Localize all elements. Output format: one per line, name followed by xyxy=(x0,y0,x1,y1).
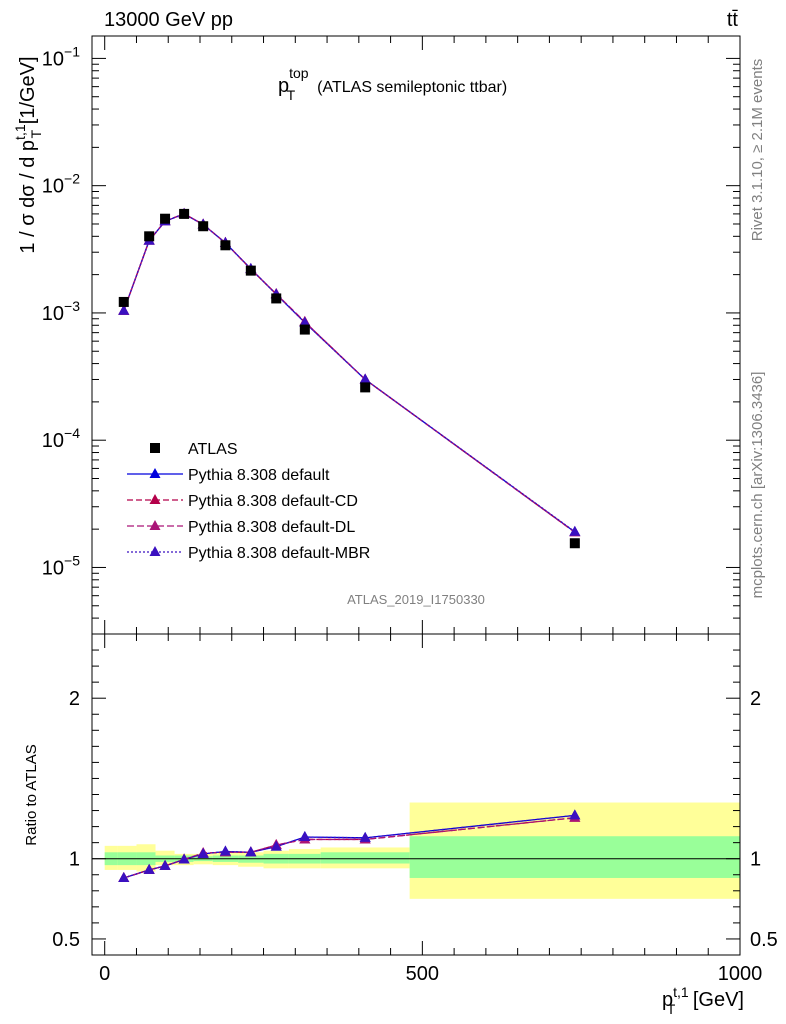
data-point-atlas xyxy=(179,208,190,219)
series-line-1 xyxy=(123,213,576,533)
series-marker-3 xyxy=(118,304,130,315)
legend-marker-2 xyxy=(149,520,161,530)
ratio-plot-panel: 2 2 1 1 0.5 0.5 0 500 1000 Ratio to ATLAS pt,1 T [G… xyxy=(23,633,778,1017)
ratio-y-axis-label: Ratio to ATLAS xyxy=(23,744,40,845)
series-line-3 xyxy=(123,213,576,533)
ratio-series-marker-3 xyxy=(159,859,171,870)
legend: ATLAS Pythia 8.308 default Pythia 8.308 de… xyxy=(127,441,370,562)
x-axis-label: pt,1 T [GeV] xyxy=(662,984,744,1017)
series-marker-3 xyxy=(359,373,371,384)
ratio-series-marker-3 xyxy=(143,863,155,874)
ratio-series-marker-3 xyxy=(359,831,371,842)
y-tick-label: 10−3 xyxy=(42,298,80,325)
plot-title: ptop T (ATLAS semileptonic ttbar) xyxy=(278,65,507,103)
series-line-2 xyxy=(123,213,576,533)
ratio-series-marker-3 xyxy=(219,845,231,856)
legend-marker-0 xyxy=(149,468,161,478)
data-point-atlas xyxy=(360,382,371,393)
series-marker-3 xyxy=(299,316,311,327)
ratio-y-tick-label-right: 0.5 xyxy=(750,929,778,951)
legend-label-2: Pythia 8.308 default-DL xyxy=(188,519,355,536)
x-tick-label: 1000 xyxy=(718,963,763,985)
ratio-series-marker-3 xyxy=(299,831,311,842)
process-label: tt̄ xyxy=(727,9,739,31)
y-tick-label: 10−1 xyxy=(42,43,80,70)
ratio-frame xyxy=(91,633,741,956)
x-tick-label: 500 xyxy=(406,963,439,985)
data-point-atlas xyxy=(118,296,129,307)
data-point-atlas xyxy=(220,240,231,251)
ratio-y-tick-label: 2 xyxy=(69,688,80,710)
data-point-atlas xyxy=(144,231,155,242)
data-point-atlas xyxy=(271,293,282,304)
ratio-series-marker-3 xyxy=(118,871,130,882)
series-line-0 xyxy=(123,213,576,533)
ratio-series-marker-3 xyxy=(178,853,190,864)
data-point-atlas xyxy=(245,265,256,276)
y-tick-label: 10−2 xyxy=(42,171,80,198)
ratio-series-marker-3 xyxy=(245,846,257,857)
rivet-label: Rivet 3.1.10, ≥ 2.1M events xyxy=(749,59,766,242)
ratio-series-marker-3 xyxy=(569,809,581,820)
y-tick-label: 10−4 xyxy=(42,425,80,452)
y-tick-label: 10−5 xyxy=(42,552,80,579)
analysis-id-label: ATLAS_2019_I1750330 xyxy=(347,592,485,607)
ratio-y-tick-label: 0.5 xyxy=(52,929,80,951)
ratio-series-marker-3 xyxy=(270,840,282,851)
series-marker-3 xyxy=(569,525,581,536)
ratio-y-tick-label: 1 xyxy=(69,849,80,871)
legend-label-1: Pythia 8.308 default-CD xyxy=(188,493,358,510)
legend-label-atlas: ATLAS xyxy=(188,441,238,458)
legend-marker-1 xyxy=(149,494,161,504)
energy-label: 13000 GeV pp xyxy=(104,9,233,31)
legend-label-3: Pythia 8.308 default-MBR xyxy=(188,545,370,562)
ratio-y-tick-label-right: 1 xyxy=(750,849,761,871)
main-y-axis-label: 1 / σ dσ / d pt,1T [1/GeV] xyxy=(12,56,44,253)
legend-marker-3 xyxy=(149,546,161,556)
data-point-atlas xyxy=(160,213,171,224)
ratio-series-marker-3 xyxy=(197,847,209,858)
x-tick-label: 0 xyxy=(99,963,110,985)
legend-marker-atlas xyxy=(150,443,160,453)
ratio-y-tick-label-right: 2 xyxy=(750,688,761,710)
uncertainty-band-green xyxy=(409,836,740,878)
data-point-atlas xyxy=(198,221,209,232)
main-plot-panel: 10−1 10−2 10−3 10−4 10−5 1 / σ dσ / d pt,1T [… xyxy=(12,35,741,635)
uncertainty-band-green xyxy=(320,852,410,864)
data-point-atlas xyxy=(569,538,580,549)
mcplots-label: mcplots.cern.ch [arXiv:1306.3436] xyxy=(749,372,766,599)
data-point-atlas xyxy=(299,324,310,335)
legend-label-0: Pythia 8.308 default xyxy=(188,467,330,484)
